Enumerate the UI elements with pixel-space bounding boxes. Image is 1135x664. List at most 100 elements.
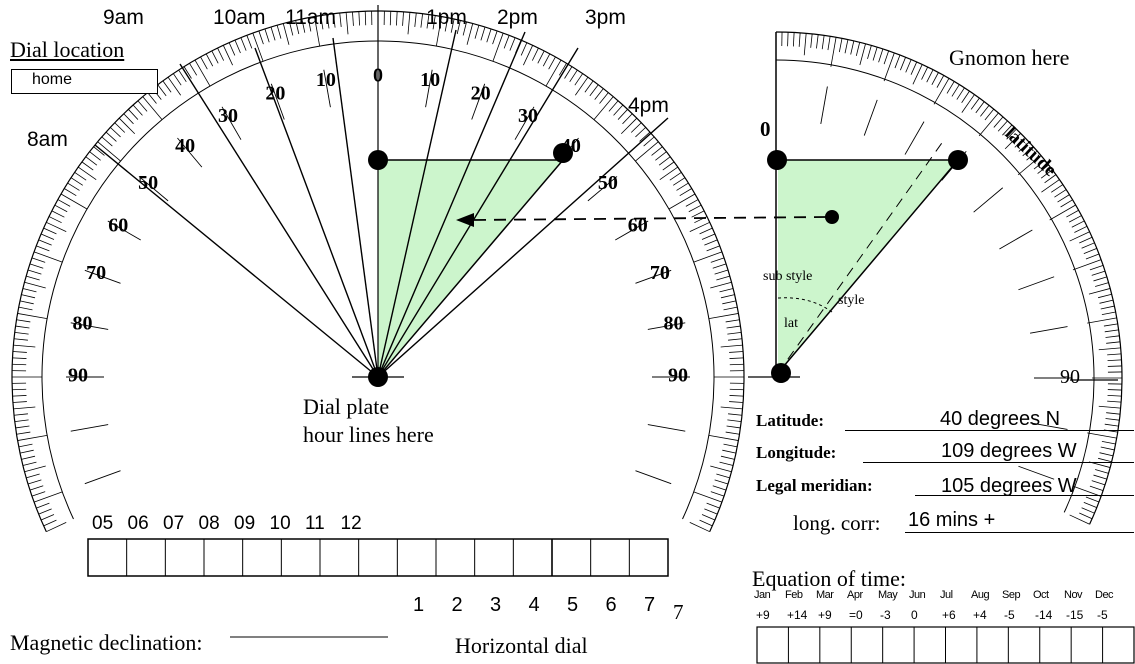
transfer-arrow-head [456,213,474,227]
left-tick [722,300,737,305]
left-tick [93,146,105,156]
left-tick [584,80,594,93]
left-protractor-label-right-50: 50 [598,172,618,194]
left-tick [720,344,743,348]
left-tick [13,413,28,416]
right-tick [1081,507,1095,514]
right-tick [1085,496,1100,503]
hour-table-top-label: 07 [163,513,185,534]
left-tick [132,104,143,116]
right-tick [1098,457,1112,463]
left-tick [726,425,741,429]
right-inner-tick [999,229,1033,250]
left-tick [15,325,30,329]
left-tick [48,216,62,224]
right-tick [1106,341,1121,344]
hour-table-grid [87,538,669,577]
left-inner-tick [647,424,686,432]
left-tick [708,313,739,320]
right-tick [792,32,795,47]
legal-meridian-field-value[interactable]: 105 degrees W [941,475,1077,497]
right-tick [844,39,849,54]
dial-plate-label-line1: Dial plate [303,394,390,419]
left-inner-tick [84,470,121,485]
left-tick [295,20,300,35]
left-tick [537,50,545,64]
left-tick [727,419,742,423]
left-tick [332,13,336,28]
left-tick [723,443,738,448]
left-tick [685,199,699,207]
eot-value-label: -14 [1035,608,1053,622]
right-tick [1107,359,1122,362]
hour-line [377,31,526,378]
left-tick [701,233,716,240]
right-tick [1072,259,1102,271]
left-tick [726,325,741,329]
hour-line [179,63,379,378]
left-tick [189,63,198,76]
left-tick [728,338,743,341]
right-tick [1051,184,1064,193]
left-tick [18,443,33,448]
left-tick [710,281,732,289]
left-tick [729,357,744,359]
left-tick [228,42,236,56]
right-tick [1101,311,1116,316]
left-tick [26,275,40,281]
dial-location-input[interactable]: home [11,69,158,94]
left-tick [222,45,233,66]
left-tick [414,12,417,27]
left-tick [81,161,94,171]
left-protractor-label-left-90: 90 [68,365,88,387]
left-tick [31,257,46,263]
right-tick [1057,194,1070,203]
left-tick [462,21,467,36]
latitude-field-value[interactable]: 40 degrees N [940,408,1061,430]
right-inner-tick [973,187,1004,213]
left-tick [358,11,360,26]
dial-plate-label-line2: hour lines here [303,422,434,447]
left-tick [19,449,34,454]
left-tick [420,13,424,28]
left-tick [38,239,52,246]
left-tick [722,449,737,454]
left-tick [444,17,449,32]
left-tick [13,344,36,348]
left-tick [21,455,36,460]
longitude-field-value[interactable]: 109 degrees W [941,440,1077,462]
hour-table-top-label: 11 [305,513,325,534]
left-tick [89,151,101,161]
long-corr-value[interactable]: 16 mins + [908,509,996,531]
right-tick [1098,405,1121,409]
eot-month-label: Jan [754,589,771,601]
right-tick [1089,485,1104,492]
right-tick [850,40,855,55]
right-tick [993,116,1004,128]
left-tick [689,522,710,533]
right-protractor-ticks [775,32,1122,525]
left-tick [289,21,294,36]
left-tick [492,30,498,45]
left-tick [723,306,738,311]
right-tick [1104,329,1119,333]
left-tick [720,455,735,460]
left-tick [509,37,516,51]
left-inner-tick [70,322,109,330]
left-tick [668,193,696,210]
right-tick [1107,400,1122,403]
dial-plate-hypotenuse [377,159,564,378]
left-inner-tick [647,322,686,330]
eot-value-label: -5 [1004,608,1015,622]
right-tick [1014,137,1026,148]
left-tick [15,425,30,429]
left-tick [531,47,539,61]
longitude-field-label: Longitude: [756,443,837,462]
right-tick [921,66,929,80]
eot-month-label: Oct [1033,589,1049,601]
right-inner-tick [1018,465,1055,480]
left-inner-tick [70,424,109,432]
left-tick [672,177,686,186]
left-tick [714,269,729,275]
left-tick [589,84,599,97]
